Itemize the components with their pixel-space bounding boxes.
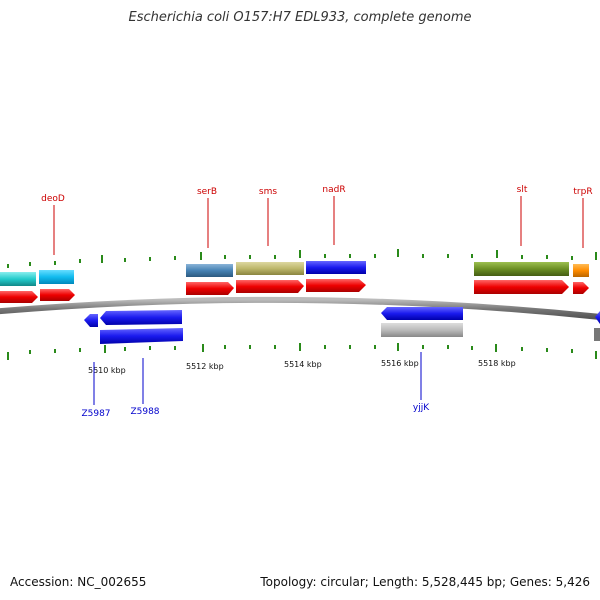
cds-forward [186, 282, 234, 295]
feature-khaki [236, 262, 304, 275]
feature-cyan-2 [39, 270, 74, 284]
cds-forward [306, 279, 366, 292]
feature-cyan-1 [0, 272, 36, 286]
scale-label-5514: 5514 kbp [284, 360, 322, 369]
cds-forward [236, 280, 304, 293]
scale-labels: 5510 kbp 5512 kbp 5514 kbp 5516 kbp 5518… [88, 359, 516, 375]
genome-summary-text: Topology: circular; Length: 5,528,445 bp… [260, 575, 590, 589]
feature-olive [474, 262, 569, 276]
scale-label-5510: 5510 kbp [88, 366, 126, 375]
gene-label-deoD: deoD [41, 194, 65, 204]
feature-gray-edge [594, 328, 600, 341]
feature-gray [381, 323, 463, 337]
genome-title: Escherichia coli O157:H7 EDL933, complet… [128, 10, 472, 25]
feature-track-top [0, 261, 589, 286]
cds-reverse [595, 311, 600, 324]
accession-text: Accession: NC_002655 [10, 575, 147, 589]
outer-ticks [7, 249, 597, 268]
cds-forward [40, 289, 75, 301]
feature-steel-blue [186, 264, 233, 277]
gene-label-slt: slt [517, 185, 528, 195]
cds-reverse [381, 307, 463, 320]
scale-label-5512: 5512 kbp [186, 362, 224, 371]
feature-blue [306, 261, 366, 274]
cds-reverse [100, 310, 182, 325]
gene-label-serB: serB [197, 187, 217, 197]
top-label-lines [53, 196, 584, 255]
gene-label-nadR: nadR [322, 185, 345, 195]
scale-label-5516: 5516 kbp [381, 359, 419, 368]
reverse-cds-track [84, 307, 600, 344]
cds-reverse [100, 328, 183, 344]
top-gene-labels: deoD serB sms nadR slt trpR [41, 185, 592, 204]
gene-label-trpR: trpR [573, 187, 592, 197]
cds-forward [573, 282, 589, 294]
bottom-label-lines [93, 352, 422, 405]
gene-label-sms: sms [259, 187, 277, 197]
feature-orange [573, 264, 589, 277]
gene-label-yjjK: yjjK [413, 403, 430, 413]
gene-label-Z5987: Z5987 [81, 409, 110, 419]
scale-label-5518: 5518 kbp [478, 359, 516, 368]
forward-cds-track [0, 279, 589, 303]
inner-ticks [7, 343, 597, 360]
gene-label-Z5988: Z5988 [130, 407, 159, 417]
cds-reverse [84, 314, 98, 327]
cds-forward [474, 280, 569, 294]
genome-backbone [0, 296, 600, 320]
bottom-gene-labels: Z5987 Z5988 yjjK [81, 403, 430, 419]
cds-forward [0, 291, 38, 303]
